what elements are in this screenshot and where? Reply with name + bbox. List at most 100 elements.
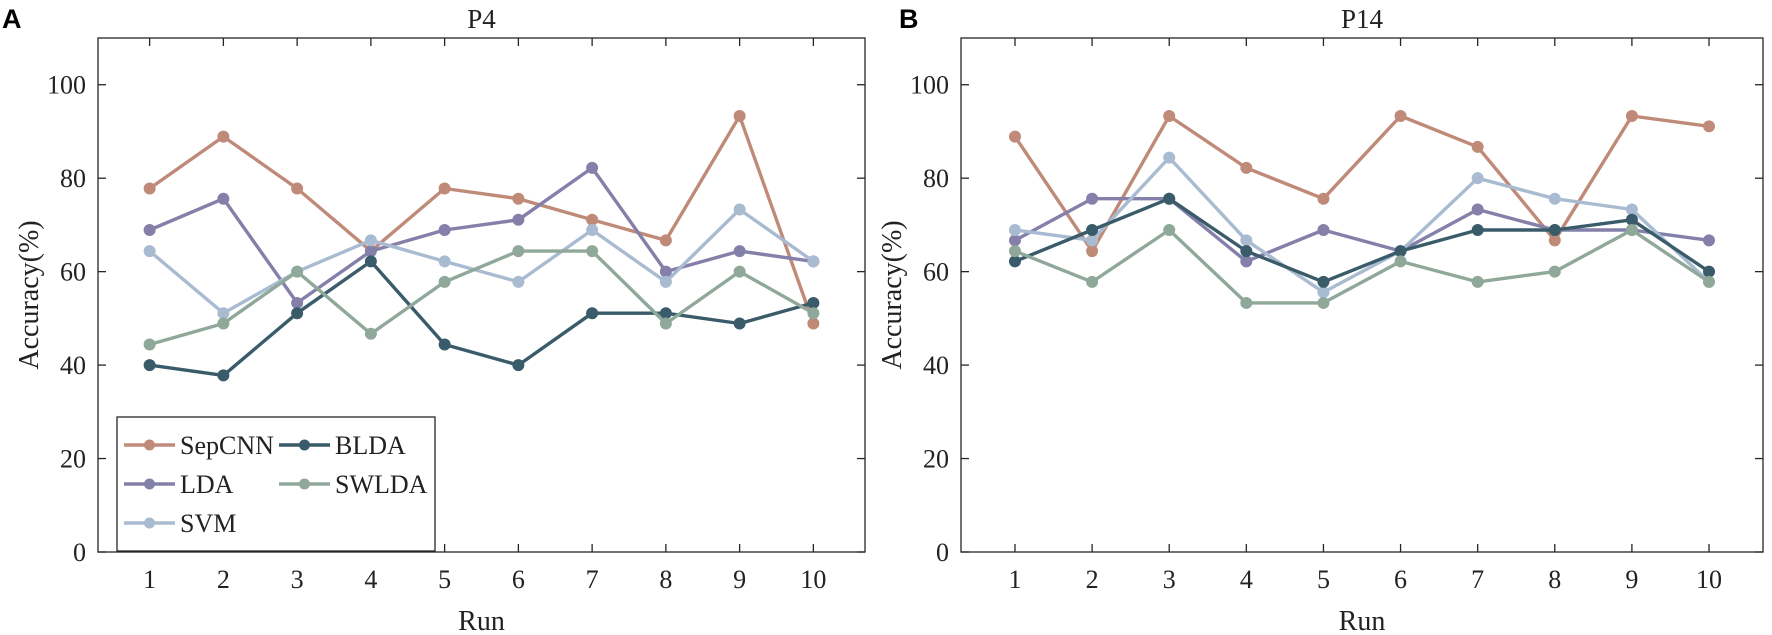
data-point-sepcnn: [512, 192, 525, 205]
x-tick-label: 1: [143, 565, 156, 594]
x-tick-label: 4: [364, 565, 377, 594]
data-point-svm: [438, 255, 451, 268]
x-tick-label: 1: [1008, 565, 1021, 594]
data-point-blda: [1471, 224, 1484, 237]
axes-frame: [97, 37, 866, 553]
data-point-sepcnn: [1240, 161, 1253, 174]
data-point-blda: [1703, 265, 1716, 278]
series-line-svm: [148, 207, 815, 315]
data-point-blda: [733, 317, 746, 330]
x-tick-label: 10: [1696, 565, 1722, 594]
data-point-sepcnn: [659, 234, 672, 247]
data-point-lda: [1008, 234, 1021, 247]
x-tick-label: 3: [1163, 565, 1176, 594]
y-tick-label: 40: [923, 351, 949, 380]
data-point-lda: [586, 161, 599, 174]
y-tick-label: 40: [60, 351, 86, 380]
data-point-blda: [143, 359, 156, 372]
x-axis-label: Run: [1339, 606, 1386, 635]
data-point-lda: [1471, 203, 1484, 216]
legend-label-svm: SVM: [180, 509, 236, 538]
data-point-sepcnn: [733, 110, 746, 123]
data-point-sepcnn: [291, 182, 304, 195]
data-point-svm: [586, 224, 599, 237]
data-point-svm: [1317, 286, 1330, 299]
x-tick-label: 10: [800, 565, 826, 594]
data-point-svm: [1086, 234, 1099, 247]
chart-title: P14: [1341, 4, 1384, 34]
y-tick-label: 80: [923, 164, 949, 193]
series-line-sepcnn: [1013, 114, 1710, 253]
x-tick-label: 6: [512, 565, 525, 594]
data-point-sepcnn: [1163, 110, 1176, 123]
data-point-swlda: [807, 307, 820, 320]
x-axis-label: Run: [458, 606, 505, 635]
y-tick-label: 20: [923, 445, 949, 474]
data-point-sepcnn: [1703, 120, 1716, 133]
data-point-swlda: [217, 317, 230, 330]
data-point-lda: [143, 224, 156, 237]
data-point-swlda: [1240, 296, 1253, 309]
data-point-sepcnn: [1625, 110, 1638, 123]
x-tick-label: 5: [1317, 565, 1330, 594]
data-point-svm: [659, 275, 672, 288]
panel-letter: A: [2, 4, 22, 34]
data-point-svm: [1548, 192, 1561, 205]
data-point-blda: [1240, 245, 1253, 258]
data-point-swlda: [1471, 275, 1484, 288]
data-point-swlda: [364, 327, 377, 340]
data-point-sepcnn: [1086, 245, 1099, 258]
x-tick-label: 3: [291, 565, 304, 594]
y-tick-label: 0: [936, 538, 949, 567]
y-tick-label: 80: [60, 164, 86, 193]
y-axis-label: Accuracy(%): [877, 220, 908, 369]
data-point-blda: [438, 338, 451, 351]
data-point-lda: [291, 296, 304, 309]
data-point-svm: [1240, 234, 1253, 247]
data-point-lda: [438, 224, 451, 237]
data-point-blda: [512, 359, 525, 372]
data-point-blda: [1086, 224, 1099, 237]
data-point-blda: [364, 255, 377, 268]
data-point-blda: [291, 307, 304, 320]
data-point-sepcnn: [1471, 140, 1484, 153]
data-point-swlda: [1163, 224, 1176, 237]
series-line-blda: [149, 259, 814, 378]
x-tick-label: 8: [659, 565, 672, 594]
legend-label-lda: LDA: [180, 470, 234, 499]
legend-label-sepcnn: SepCNN: [180, 431, 274, 460]
x-tick-label: 2: [1086, 565, 1099, 594]
x-tick-label: 5: [438, 565, 451, 594]
data-point-swlda: [1008, 245, 1021, 258]
data-point-lda: [512, 213, 525, 226]
legend-label-swlda: SWLDA: [335, 470, 428, 499]
x-tick-label: 9: [733, 565, 746, 594]
axes-frame: [960, 37, 1764, 553]
chart-panel-b: B P14 0 20 40 60 80 100 1 2 3 4 5 6 7 8 9 10 Run Accuracy(%…: [877, 4, 1764, 635]
data-point-svm: [1163, 151, 1176, 164]
data-point-swlda: [291, 265, 304, 278]
data-point-svm: [1008, 224, 1021, 237]
data-point-sepcnn: [217, 130, 230, 143]
data-point-swlda: [659, 317, 672, 330]
data-point-swlda: [1625, 224, 1638, 237]
data-point-sepcnn: [1394, 110, 1407, 123]
data-point-swlda: [1086, 275, 1099, 288]
legend-marker-sepcnn: [144, 439, 155, 451]
x-tick-label: 4: [1240, 565, 1253, 594]
series-line-swlda: [1014, 228, 1710, 305]
data-point-blda: [659, 307, 672, 320]
legend-marker-blda: [299, 439, 310, 451]
y-tick-label: 100: [47, 71, 86, 100]
chart-panel-a: A P4 0 20 40 60 80 100 1 2 3 4 5 6 7 8 9 10 Run Accuracy(%)…: [2, 4, 866, 635]
y-tick-label: 20: [60, 445, 86, 474]
series-line-swlda: [149, 249, 815, 347]
x-tick-label: 9: [1625, 565, 1638, 594]
series-line-lda: [1014, 196, 1710, 264]
x-tick-label: 8: [1548, 565, 1561, 594]
data-point-svm: [1625, 203, 1638, 216]
x-tick-label: 2: [217, 565, 230, 594]
series-line-svm: [1014, 155, 1711, 294]
data-point-blda: [1394, 245, 1407, 258]
